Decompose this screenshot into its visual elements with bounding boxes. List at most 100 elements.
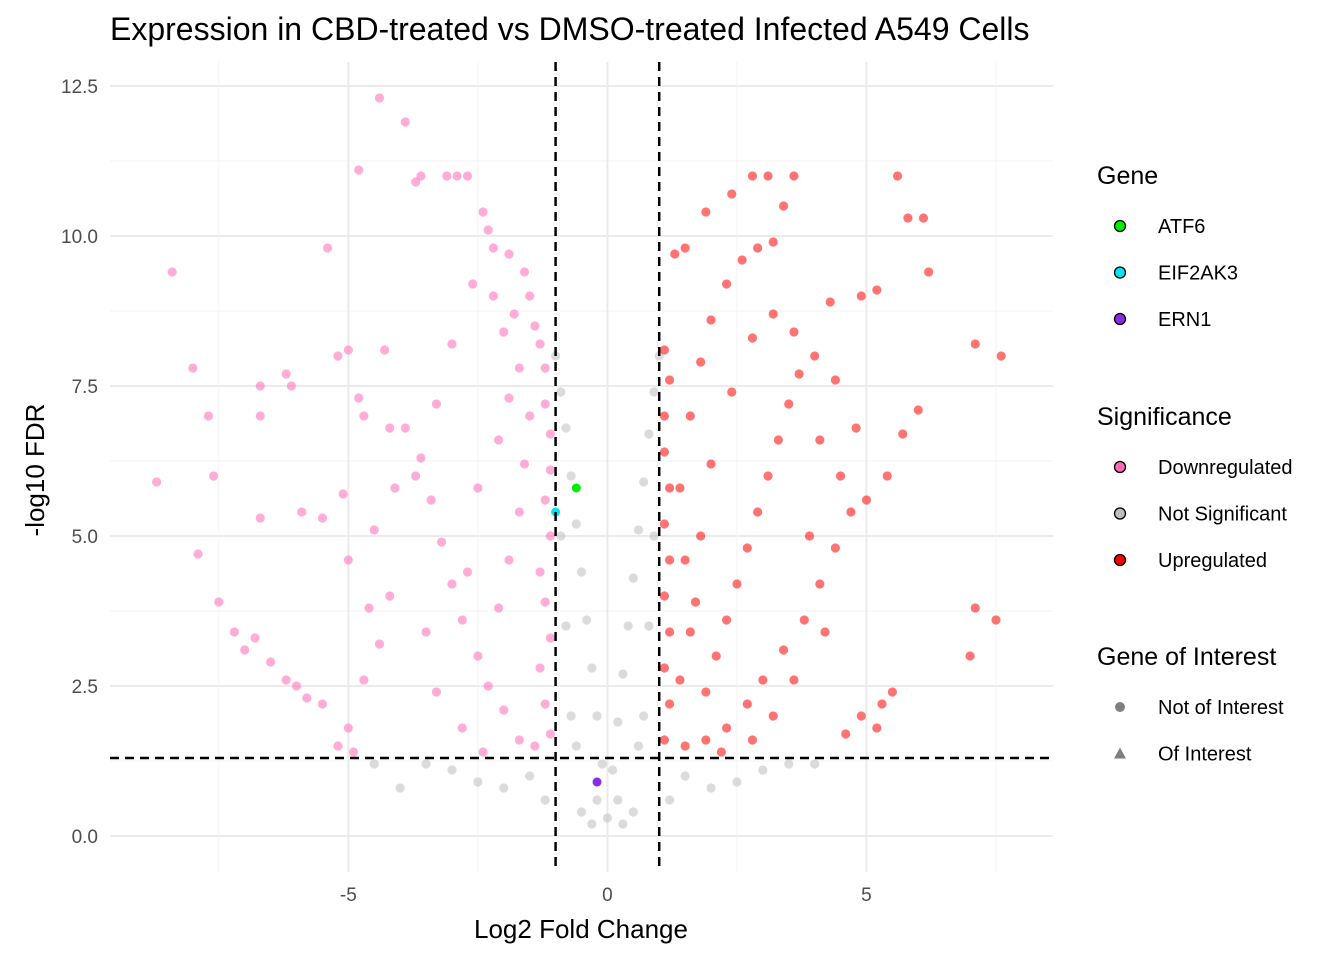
data-point-downregulated [499,327,509,337]
data-point-not-significant [556,387,566,397]
data-point-upregulated [830,375,840,385]
data-point-downregulated [462,567,473,577]
data-point-downregulated [369,525,379,535]
data-point-downregulated [333,741,343,751]
gene-point-ern1 [592,777,602,787]
data-point-upregulated [789,171,799,181]
data-point-upregulated [789,327,799,337]
data-point-downregulated [354,165,364,175]
data-point-downregulated [535,663,545,673]
data-point-not-significant [628,573,638,583]
data-point-upregulated [830,543,840,553]
data-point-not-significant [395,783,405,793]
data-point-upregulated [810,351,820,361]
data-point-downregulated [483,225,493,235]
data-point-downregulated [385,591,395,601]
threshold-lines [110,62,1053,872]
data-point-upregulated [768,309,778,319]
legend-key-circle [1115,702,1125,712]
x-tick-label: -5 [340,885,357,906]
data-point-downregulated [250,633,260,643]
data-point-upregulated [747,735,758,745]
data-point-upregulated [763,171,773,181]
data-point-upregulated [898,429,908,439]
data-point-not-significant [618,819,628,829]
data-point-upregulated [747,171,758,181]
data-point-downregulated [457,723,467,733]
data-point-downregulated [255,411,265,421]
data-point-downregulated [540,495,550,505]
data-point-downregulated [540,699,550,709]
data-point-not-significant [597,759,607,769]
data-point-not-significant [664,795,675,805]
data-point-downregulated [493,603,504,613]
legend-label: Upregulated [1158,550,1267,572]
data-point-upregulated [815,579,825,589]
data-point-not-significant [639,711,649,721]
data-point-downregulated [426,495,436,505]
data-point-upregulated [659,345,670,355]
data-point-not-significant [556,531,566,541]
data-point-downregulated [431,687,442,697]
data-point-downregulated [545,729,556,739]
data-point-downregulated [317,513,328,523]
data-point-not-significant [447,765,457,775]
data-point-upregulated [716,747,726,757]
data-point-upregulated [742,699,752,709]
data-point-downregulated [167,267,177,277]
data-point-not-significant [566,471,576,481]
data-point-not-significant [592,711,602,721]
legend-label: ATF6 [1158,216,1205,238]
data-point-upregulated [664,375,675,385]
legend-label: Not of Interest [1158,697,1284,719]
data-point-downregulated [499,705,509,715]
plot-grid [110,62,1053,872]
data-point-downregulated [473,651,483,661]
data-point-downregulated [348,747,359,757]
data-point-downregulated [333,351,343,361]
data-point-upregulated [685,411,695,421]
data-point-downregulated [416,453,426,463]
data-point-downregulated [504,555,514,565]
data-point-downregulated [530,321,540,331]
legend: Gene ATF6 EIF2AK3 ERN1 Significance Downregul… [1097,162,1293,766]
data-point-upregulated [856,291,866,301]
data-point-not-significant [613,717,623,727]
data-point-upregulated [742,543,752,553]
data-point-downregulated [302,693,312,703]
data-point-upregulated [851,423,861,433]
data-point-upregulated [877,699,887,709]
data-point-downregulated [447,339,457,349]
data-point-upregulated [991,615,1001,625]
data-point-upregulated [841,729,851,739]
data-point-upregulated [825,297,835,307]
chart-title: Expression in CBD-treated vs DMSO-treate… [110,11,1030,47]
data-point-downregulated [488,243,499,253]
data-point-downregulated [354,393,364,403]
data-point-downregulated [343,723,353,733]
data-point-downregulated [514,735,524,745]
data-point-downregulated [535,567,545,577]
data-point-upregulated [685,627,695,637]
data-point-not-significant [525,771,535,781]
data-point-downregulated [462,171,473,181]
data-point-downregulated [504,249,514,259]
data-point-downregulated [343,555,353,565]
data-point-upregulated [664,627,675,637]
data-point-downregulated [442,171,452,181]
data-point-downregulated [188,363,198,373]
data-point-upregulated [701,687,711,697]
data-point-not-significant [706,783,716,793]
data-point-not-significant [561,423,571,433]
data-point-downregulated [545,633,556,643]
legend-title: Significance [1097,403,1232,431]
data-point-upregulated [659,447,670,457]
data-point-downregulated [478,747,488,757]
data-point-downregulated [193,549,203,559]
data-point-not-significant [592,795,602,805]
data-point-downregulated [540,399,550,409]
data-point-not-significant [633,525,644,535]
data-point-downregulated [297,507,307,517]
data-point-downregulated [540,363,550,373]
